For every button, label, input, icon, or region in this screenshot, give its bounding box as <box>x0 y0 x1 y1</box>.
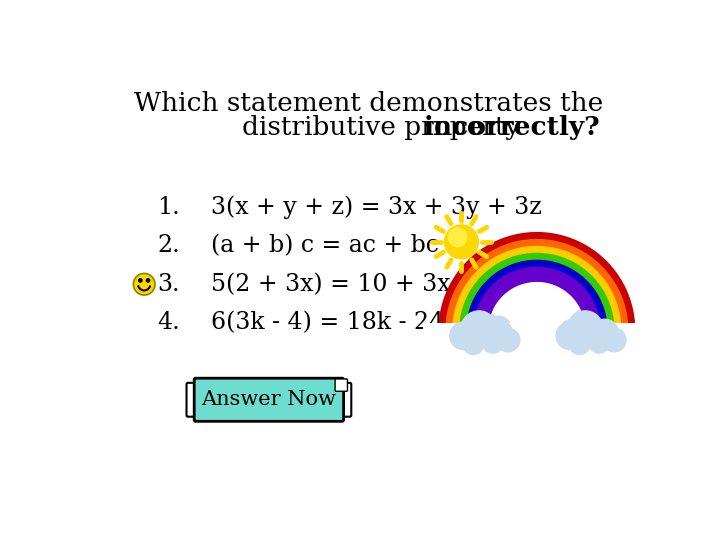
Circle shape <box>482 330 503 352</box>
Circle shape <box>575 325 600 351</box>
Circle shape <box>487 329 508 349</box>
FancyBboxPatch shape <box>423 323 654 381</box>
Circle shape <box>556 322 584 350</box>
Circle shape <box>558 319 587 348</box>
Circle shape <box>590 330 611 352</box>
Circle shape <box>595 329 616 349</box>
FancyBboxPatch shape <box>338 383 351 417</box>
Circle shape <box>467 325 492 351</box>
Circle shape <box>451 319 480 348</box>
Circle shape <box>133 273 155 295</box>
Text: 4.: 4. <box>158 311 180 334</box>
Text: distributive property: distributive property <box>242 116 528 140</box>
Circle shape <box>444 225 478 259</box>
Circle shape <box>455 332 475 352</box>
Circle shape <box>591 316 620 345</box>
Circle shape <box>589 333 609 353</box>
Circle shape <box>569 309 606 346</box>
Circle shape <box>590 319 618 347</box>
Circle shape <box>567 311 603 347</box>
Text: 3(x + y + z) = 3x + 3y + 3z: 3(x + y + z) = 3x + 3y + 3z <box>211 195 542 219</box>
Circle shape <box>462 332 483 353</box>
Circle shape <box>562 332 582 352</box>
Text: (a + b) c = ac + bc: (a + b) c = ac + bc <box>211 234 439 257</box>
Circle shape <box>461 311 497 347</box>
Circle shape <box>449 228 467 247</box>
Text: 6(3k - 4) = 18k - 24: 6(3k - 4) = 18k - 24 <box>211 311 444 334</box>
Circle shape <box>146 279 150 282</box>
Text: incorrectly?: incorrectly? <box>423 116 600 140</box>
Circle shape <box>485 340 500 354</box>
Circle shape <box>485 319 512 347</box>
FancyBboxPatch shape <box>186 383 200 417</box>
Circle shape <box>604 325 628 349</box>
FancyBboxPatch shape <box>335 379 348 392</box>
Circle shape <box>496 325 520 349</box>
Circle shape <box>139 279 142 282</box>
Circle shape <box>463 334 484 355</box>
Circle shape <box>482 333 503 353</box>
Circle shape <box>570 334 590 355</box>
Circle shape <box>496 328 520 352</box>
Text: Which statement demonstrates the: Which statement demonstrates the <box>135 91 603 116</box>
Circle shape <box>465 341 480 356</box>
Circle shape <box>483 316 512 345</box>
Circle shape <box>608 336 624 352</box>
Text: 2.: 2. <box>158 234 180 257</box>
Circle shape <box>450 322 477 350</box>
Circle shape <box>461 309 498 346</box>
Text: 1.: 1. <box>158 195 180 219</box>
Text: 3.: 3. <box>158 273 180 296</box>
Text: 5(2 + 3x) = 10 + 3x: 5(2 + 3x) = 10 + 3x <box>211 273 451 296</box>
FancyBboxPatch shape <box>194 378 343 421</box>
Circle shape <box>573 341 588 356</box>
Text: Answer Now: Answer Now <box>202 390 336 409</box>
Circle shape <box>500 336 516 352</box>
Circle shape <box>593 340 608 354</box>
Circle shape <box>570 332 591 353</box>
Circle shape <box>603 328 626 352</box>
